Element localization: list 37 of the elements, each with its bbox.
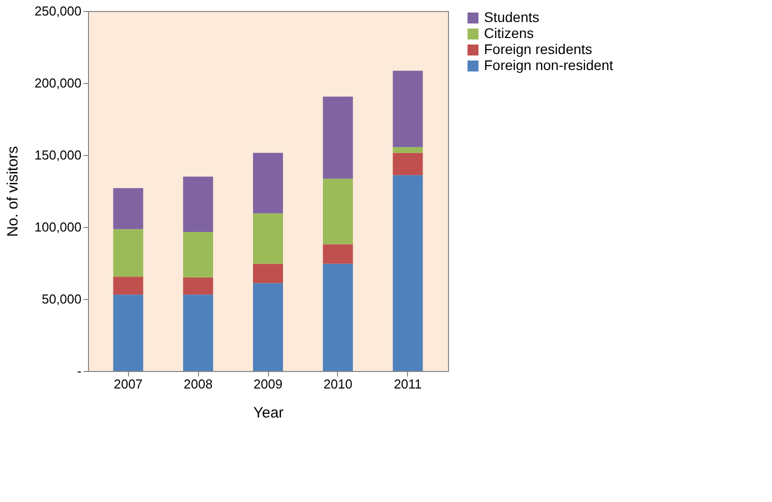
y-tick-label: 200,000 [34, 76, 82, 90]
bar [322, 96, 353, 179]
y-tick-label: 100,000 [34, 220, 82, 234]
bar [183, 294, 214, 371]
bar [253, 152, 283, 214]
bar [322, 264, 353, 371]
legend-label: Foreign non-resident [484, 57, 614, 73]
legend-label: Students [484, 9, 540, 25]
x-tick-label: 2009 [254, 376, 282, 392]
bar [183, 277, 214, 295]
bar [253, 283, 283, 371]
bar [392, 147, 423, 153]
y-tick-label: 50,000 [42, 292, 82, 306]
x-tick-label: 2007 [114, 376, 143, 392]
y-tick-label: 250,000 [34, 4, 82, 18]
bar [253, 264, 283, 284]
x-axis-title: Year [253, 404, 284, 422]
bar [183, 232, 214, 278]
bar [253, 213, 283, 264]
x-tick-label: 2011 [394, 376, 422, 392]
bar [183, 176, 214, 232]
y-tick-label: - [77, 364, 82, 378]
bar [113, 188, 144, 230]
legend-label: Citizens [484, 25, 534, 41]
bar [322, 244, 353, 264]
y-tick-label: 150,000 [34, 148, 82, 162]
legend-label: Foreign residents [484, 41, 592, 57]
bar [392, 152, 423, 176]
bar [113, 276, 144, 295]
bar [113, 294, 144, 371]
bar [322, 178, 353, 244]
bar [392, 70, 423, 148]
x-tick-label: 2008 [184, 376, 213, 392]
bar [113, 229, 144, 277]
y-axis-title: No. of visitors [4, 146, 22, 237]
x-tick-label: 2010 [323, 376, 352, 392]
bar [392, 175, 423, 371]
